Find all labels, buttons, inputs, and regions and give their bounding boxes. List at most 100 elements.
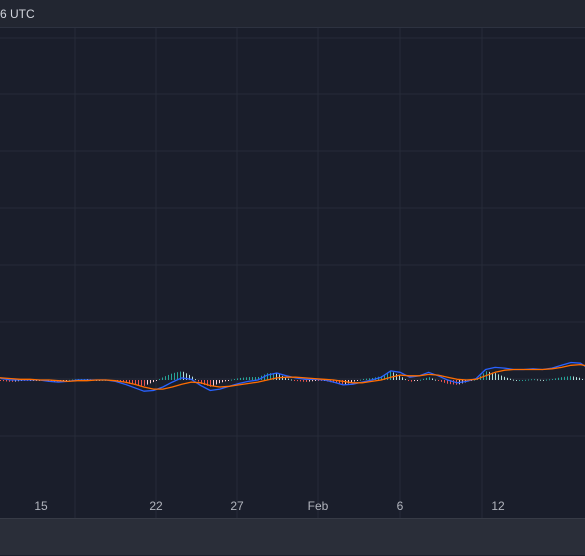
- histogram-bar: [147, 380, 148, 385]
- histogram-bar: [582, 378, 583, 380]
- time-axis-tick-label: 27: [230, 499, 244, 513]
- histogram-bar: [549, 379, 550, 381]
- histogram-bar: [519, 380, 520, 381]
- histogram-bar: [444, 380, 445, 383]
- time-axis[interactable]: 15 22 27 Feb 6 12: [0, 499, 585, 555]
- histogram-bar: [555, 378, 556, 380]
- histogram-bar: [165, 376, 166, 380]
- histogram-bar: [321, 380, 322, 381]
- histogram-bar: [498, 374, 499, 380]
- histogram-bar: [450, 380, 451, 385]
- histogram-bar: [186, 373, 187, 380]
- histogram-bar: [528, 379, 529, 381]
- histogram-bar: [171, 373, 172, 380]
- histogram-bar: [15, 380, 16, 382]
- timezone-label[interactable]: 6 UTC: [0, 7, 35, 21]
- histogram-bar: [306, 380, 307, 382]
- histogram-bar: [297, 380, 298, 382]
- histogram-bar: [564, 376, 565, 380]
- histogram-bar: [351, 380, 352, 383]
- histogram-bar: [336, 380, 337, 384]
- histogram-bar: [207, 380, 208, 386]
- histogram-bar: [339, 380, 340, 385]
- histogram-bar: [204, 380, 205, 385]
- histogram-bar: [354, 380, 355, 382]
- histogram-bar: [246, 377, 247, 380]
- histogram-bar: [534, 379, 535, 381]
- histogram-bar: [270, 373, 271, 380]
- histogram-bar: [510, 378, 511, 380]
- histogram-bar: [495, 373, 496, 380]
- histogram-bar: [567, 376, 568, 380]
- indicator-lines: [0, 361, 585, 392]
- histogram-bar: [177, 372, 178, 380]
- histogram-bar: [210, 380, 211, 387]
- histogram-bar: [576, 377, 577, 380]
- histogram-bar: [363, 378, 364, 380]
- histogram-bar: [552, 379, 553, 381]
- histogram-bar: [192, 376, 193, 380]
- histogram-bar: [411, 380, 412, 382]
- histogram-bar: [405, 379, 406, 381]
- histogram-bar: [432, 378, 433, 380]
- histogram-bar: [537, 379, 538, 381]
- histogram-bar: [384, 374, 385, 380]
- histogram-bar: [258, 376, 259, 380]
- histogram-bar: [9, 380, 10, 382]
- histogram-bar: [489, 371, 490, 380]
- histogram-bar: [420, 379, 421, 381]
- histogram-bar: [153, 380, 154, 383]
- histogram-bar: [387, 373, 388, 380]
- histogram-bar: [399, 375, 400, 380]
- histogram-bar: [216, 380, 217, 385]
- histogram-bar: [573, 376, 574, 380]
- chart-header-bar: 6 UTC: [0, 0, 585, 28]
- histogram-bar: [156, 380, 157, 381]
- histogram-bar: [360, 379, 361, 381]
- histogram-bar: [561, 377, 562, 380]
- time-axis-tick-label: 12: [491, 499, 505, 513]
- time-axis-labels: 15 22 27 Feb 6 12: [34, 499, 505, 513]
- histogram-bar: [396, 373, 397, 380]
- histogram-bar: [357, 380, 358, 381]
- histogram-bar: [3, 380, 4, 382]
- histogram-bar: [342, 380, 343, 385]
- histogram-bar: [144, 380, 145, 386]
- macd-chart[interactable]: [0, 28, 585, 518]
- histogram-bar: [312, 380, 313, 382]
- histogram-bar: [66, 380, 67, 381]
- histogram-bar: [231, 379, 232, 381]
- histogram-bar: [249, 377, 250, 380]
- histogram-bar: [180, 371, 181, 380]
- histogram-bar: [273, 373, 274, 380]
- histogram-bar: [288, 378, 289, 380]
- histogram-bar: [285, 377, 286, 380]
- histogram-bar: [507, 377, 508, 380]
- histogram-bar: [222, 380, 223, 383]
- histogram-bar: [198, 380, 199, 382]
- histogram-bar: [300, 380, 301, 382]
- histogram-bar: [501, 375, 502, 380]
- histogram-bar: [504, 376, 505, 380]
- histogram-bar: [201, 380, 202, 384]
- histogram-bar: [525, 379, 526, 381]
- histogram-bar: [213, 380, 214, 386]
- chart-pane[interactable]: [0, 28, 585, 518]
- histogram-bar: [12, 380, 13, 382]
- histogram-bar: [372, 377, 373, 380]
- histogram-bar: [540, 379, 541, 381]
- histogram-bar: [570, 376, 571, 380]
- histogram-bar: [150, 380, 151, 384]
- histogram-bar: [531, 379, 532, 381]
- histogram-bar: [402, 377, 403, 380]
- histogram-bar: [291, 379, 292, 381]
- histogram-bar: [159, 379, 160, 381]
- histogram-bar: [558, 377, 559, 380]
- histogram-bar: [447, 380, 448, 384]
- time-axis-tick-label: 22: [149, 499, 163, 513]
- histogram-bar: [0, 380, 1, 381]
- grid-lines: [0, 28, 585, 518]
- histogram-bar: [315, 380, 316, 381]
- signal-line: [0, 363, 585, 390]
- histogram-bar: [189, 374, 190, 380]
